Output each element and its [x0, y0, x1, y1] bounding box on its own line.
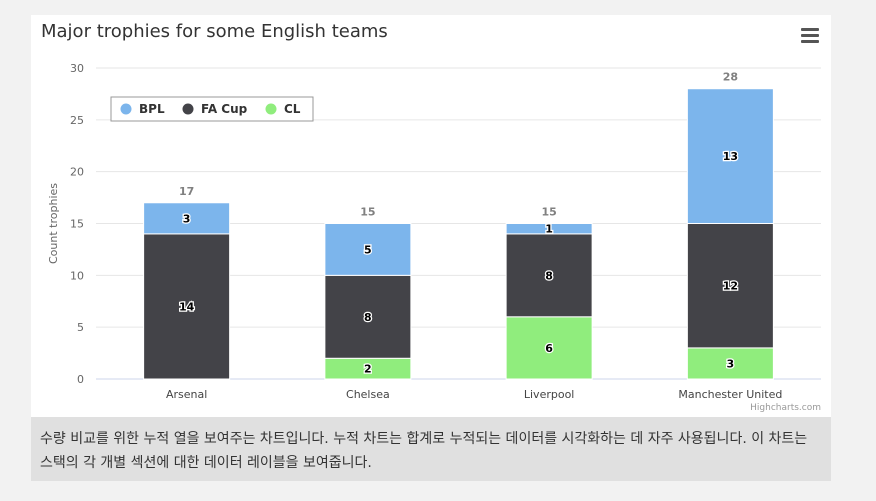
chart-container: Major trophies for some English teams 0 5… — [31, 15, 831, 417]
bar-segment — [324, 223, 412, 276]
bar-segment — [505, 233, 593, 318]
data-label: 3 — [727, 357, 735, 370]
stack-total-label: 28 — [723, 71, 738, 84]
x-tick-label: Chelsea — [346, 388, 390, 401]
legend-swatch — [182, 103, 194, 115]
y-tick-label: 5 — [77, 321, 84, 334]
stack-total-label: 17 — [179, 185, 194, 198]
data-label: 3 — [183, 212, 191, 225]
data-label: 8 — [545, 269, 553, 282]
y-tick-label: 10 — [70, 269, 84, 282]
data-label: 12 — [723, 280, 738, 293]
legend-item-cl: CL — [284, 102, 301, 116]
data-label: 5 — [364, 243, 372, 256]
x-tick-label: Arsenal — [166, 388, 207, 401]
bar-segment — [143, 233, 231, 380]
legend-swatch — [120, 103, 132, 115]
bar-segment — [324, 274, 412, 359]
y-tick-label: 25 — [70, 114, 84, 127]
bar-segment — [505, 223, 593, 235]
data-label: 8 — [364, 311, 372, 324]
y-tick-label: 15 — [70, 218, 84, 231]
legend-item-fa-cup: FA Cup — [201, 102, 248, 116]
stack-total-label: 15 — [360, 206, 375, 219]
data-label: 6 — [545, 342, 553, 355]
y-tick-label: 30 — [70, 62, 84, 75]
y-tick-label: 0 — [77, 373, 84, 386]
stack-total-label: 15 — [541, 206, 556, 219]
data-label: 2 — [364, 363, 372, 376]
data-label: 13 — [723, 150, 738, 163]
data-label: 1 — [545, 223, 553, 236]
bar-segment — [505, 316, 593, 380]
x-tick-label: Liverpool — [524, 388, 574, 401]
legend-item-bpl: BPL — [139, 102, 165, 116]
legend-box — [110, 96, 314, 122]
chart-caption: 수량 비교를 위한 누적 열을 보여주는 차트입니다. 누적 차트는 합계로 누… — [31, 417, 831, 481]
data-label: 14 — [179, 300, 195, 313]
credits-link: Highcharts.com — [750, 403, 821, 413]
bar-segment — [143, 202, 231, 235]
x-tick-label: Manchester United — [678, 388, 782, 401]
hamburger-menu-icon[interactable] — [801, 28, 819, 44]
bar-segment — [686, 88, 774, 224]
y-tick-label: 20 — [70, 166, 84, 179]
legend-swatch — [265, 103, 277, 115]
y-axis-title: Count trophies — [47, 183, 60, 264]
chart-title: Major trophies for some English teams — [41, 21, 388, 42]
